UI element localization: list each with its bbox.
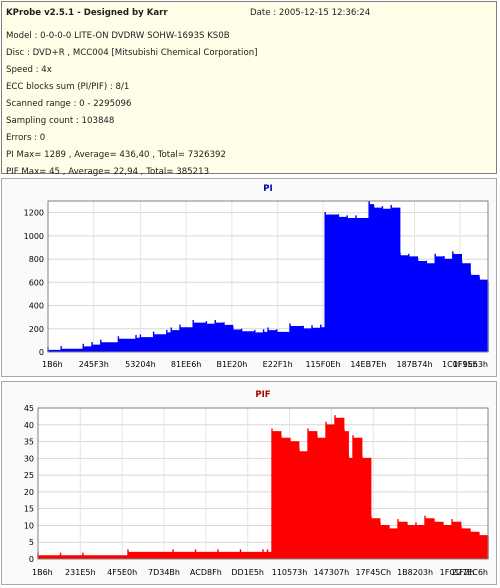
x-tick-label: 227EC6h (452, 568, 488, 577)
y-tick-label: 5 (29, 538, 34, 547)
y-tick-label: 40 (24, 421, 34, 430)
pif-chart-panel: PIF 0 5 10 15 20 25 30 35 40 45 1B6h 231E5h 4F5E0h 7D3… (1, 381, 497, 585)
y-tick-label: 35 (24, 438, 34, 447)
x-tick-label: 14EB7Eh (350, 360, 386, 369)
x-tick-label: 245F3h (79, 360, 109, 369)
x-tick-label: 7D34Bh (148, 568, 180, 577)
pi-chart: PI 0 200 400 600 800 1000 1200 1B6h 245F3h 53204h 8… (24, 184, 489, 369)
x-tick-label: 115F0Eh (305, 360, 340, 369)
y-tick-label: 25 (24, 471, 34, 480)
info-scanned-range: Scanned range : 0 - 2295096 (6, 99, 132, 109)
y-tick-label: 20 (24, 488, 34, 497)
info-speed: Speed : 4x (6, 65, 52, 75)
x-tick-label: 1B8203h (397, 568, 433, 577)
y-tick-label: 1200 (24, 209, 44, 218)
y-tick-label: 15 (24, 505, 34, 514)
pif-chart: PIF 0 5 10 15 20 25 30 35 40 45 1B6h 231E5h 4F5E0h 7D3… (24, 390, 489, 577)
x-tick-label: DD1E5h (231, 568, 264, 577)
y-tick-label: 200 (29, 325, 44, 334)
y-tick-label: 45 (24, 404, 34, 413)
info-errors: Errors : 0 (6, 133, 46, 143)
y-tick-label: 0 (29, 555, 34, 564)
x-tick-label: 1F9E63h (453, 360, 488, 369)
y-tick-label: 600 (29, 278, 44, 287)
y-tick-label: 400 (29, 302, 44, 311)
x-tick-label: 1B6h (32, 568, 53, 577)
info-ecc-blocks: ECC blocks sum (PI/PIF) : 8/1 (6, 82, 130, 92)
scan-info-panel: KProbe v2.5.1 - Designed by Karr Date : … (1, 1, 497, 177)
info-pif-stats: PIF Max= 45 , Average= 22,94 , Total= 38… (6, 167, 210, 177)
y-tick-label: 10 (24, 521, 34, 530)
info-model: Model : 0-0-0-0 LITE-ON DVDRW SOHW-1693S… (6, 31, 230, 41)
x-tick-label: B1E20h (216, 360, 247, 369)
x-tick-label: ACD8Fh (190, 568, 222, 577)
x-tick-label: 110573h (272, 568, 308, 577)
x-tick-label: 1F01F2h (440, 568, 475, 577)
x-tick-label: 187B74h (397, 360, 433, 369)
y-tick-label: 30 (24, 454, 34, 463)
y-tick-label: 0 (39, 348, 44, 357)
x-tick-label: 81EE6h (171, 360, 201, 369)
scan-date: Date : 2005-12-15 12:36:24 (250, 8, 371, 18)
x-tick-label: 53204h (125, 360, 156, 369)
x-tick-label: 1B6h (42, 360, 63, 369)
x-tick-label: 147307h (314, 568, 350, 577)
y-tick-label: 800 (29, 255, 44, 264)
plot-border (47, 200, 489, 353)
pi-chart-panel: PI 0 200 400 600 800 1000 1200 1B6h 245F3h 53204h 8… (1, 178, 497, 377)
x-tick-label: 1C0F15h (442, 360, 478, 369)
chart-title: PIF (255, 390, 270, 400)
info-pi-stats: PI Max= 1289 , Average= 436,40 , Total= … (6, 150, 226, 160)
chart-title: PI (263, 184, 272, 194)
y-tick-label: 1000 (24, 232, 44, 241)
plot-border (37, 407, 489, 560)
app-title: KProbe v2.5.1 - Designed by Karr (6, 8, 168, 18)
x-tick-label: 4F5E0h (107, 568, 137, 577)
x-tick-label: E22F1h (263, 360, 293, 369)
x-tick-label: 17F45Ch (355, 568, 391, 577)
x-tick-label: 231E5h (65, 568, 95, 577)
info-disc: Disc : DVD+R , MCC004 [Mitsubishi Chemic… (6, 48, 258, 58)
info-sampling-count: Sampling count : 103848 (6, 116, 115, 126)
